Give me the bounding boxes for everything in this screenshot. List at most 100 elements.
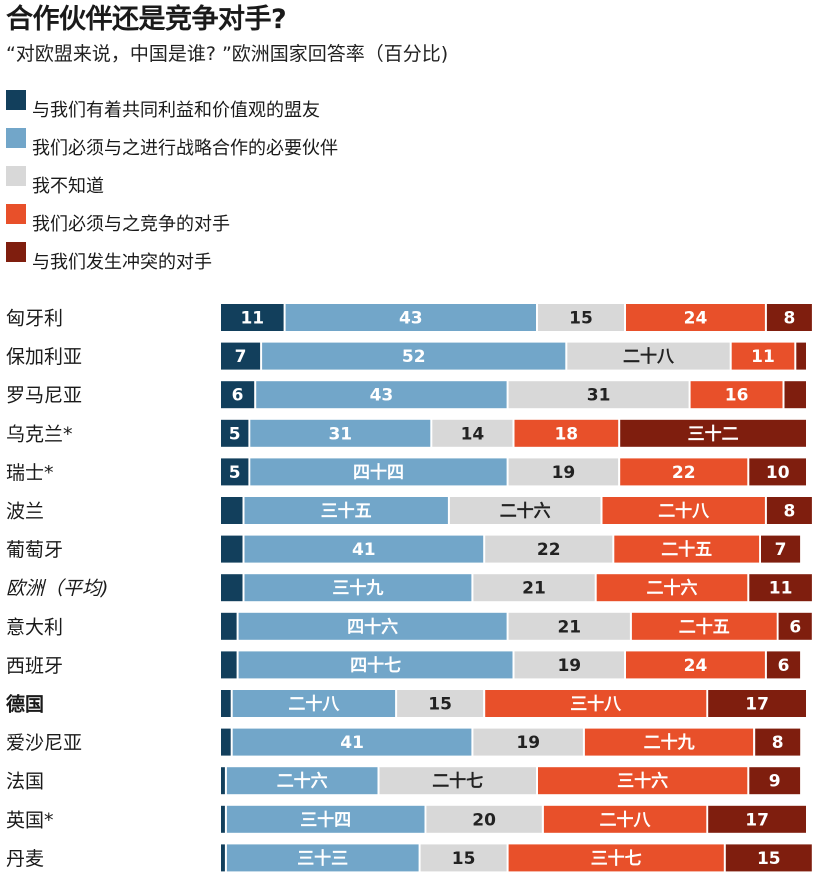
data-label: 四十七 xyxy=(350,655,401,676)
bar-segment-competitor xyxy=(631,612,777,640)
bar-row: 乌克兰* 5 31 14 18 三十二 xyxy=(6,419,806,447)
bar-segment-dont-know xyxy=(514,651,624,679)
bar-segment-partner xyxy=(226,767,378,795)
bar-segment-competitor xyxy=(731,342,795,370)
data-label: 8 xyxy=(772,733,784,753)
bar-row: 欧洲（平均) 三十九 21 二十六 11 xyxy=(6,574,812,602)
bar-row: 保加利亚 7 52 二十八 11 xyxy=(6,342,806,370)
bar-segment-competitor xyxy=(596,574,748,602)
category-label: 波兰 xyxy=(6,501,44,523)
bar-segment-adversary xyxy=(725,844,812,872)
bar-row: 罗马尼亚 6 43 31 16 xyxy=(6,381,806,409)
bar-segment-adversary xyxy=(755,728,801,756)
bar-row: 匈牙利 11 43 15 24 8 xyxy=(6,304,812,331)
data-label: 三十四 xyxy=(300,809,351,830)
data-label: 6 xyxy=(232,386,244,406)
data-label: 19 xyxy=(557,656,581,676)
data-label: 21 xyxy=(557,617,581,637)
bar-segment-partner xyxy=(250,458,507,486)
data-label: 19 xyxy=(552,463,576,483)
bar-segment-partner xyxy=(256,381,507,409)
category-label: 匈牙利 xyxy=(6,308,63,330)
data-label: 7 xyxy=(235,347,247,367)
bar-segment-adversary xyxy=(708,690,806,717)
bar-row: 丹麦 三十三 15 三十七 15 xyxy=(6,844,812,872)
data-label: 20 xyxy=(472,810,496,830)
data-label: 14 xyxy=(461,424,485,444)
category-label: 葡萄牙 xyxy=(6,539,63,561)
category-label: 保加利亚 xyxy=(6,346,82,368)
category-label: 意大利 xyxy=(6,616,63,638)
bar-segment-competitor xyxy=(614,535,760,563)
legend-item-adversary: 与我们发生冲突的对手 xyxy=(6,242,338,273)
legend-swatch-partner xyxy=(6,128,26,148)
data-label: 7 xyxy=(775,540,787,560)
category-label: 爱沙尼亚 xyxy=(6,732,82,754)
bar-segment-partner xyxy=(244,574,472,602)
data-label: 6 xyxy=(789,617,801,637)
data-label: 三十九 xyxy=(332,578,383,599)
bar-segment-adversary xyxy=(784,381,806,409)
data-label: 二十八 xyxy=(288,694,340,715)
data-label: 5 xyxy=(229,424,241,444)
legend-swatch-competitor xyxy=(6,204,26,224)
bar-segment-ally xyxy=(221,767,225,795)
bar-segment-ally xyxy=(221,304,284,331)
data-label: 31 xyxy=(587,386,611,406)
bar-segment-dont-know xyxy=(567,342,730,370)
bar-segment-ally xyxy=(221,497,243,524)
bar-segment-partner xyxy=(238,612,507,640)
bar-segment-competitor xyxy=(690,381,783,409)
data-label: 三十三 xyxy=(297,848,348,869)
bar-segment-competitor xyxy=(602,497,765,524)
category-label: 英国* xyxy=(6,809,54,831)
bar-segment-ally xyxy=(221,805,225,833)
bar-segment-competitor xyxy=(485,690,707,717)
data-label: 二十六 xyxy=(647,578,698,599)
legend-swatch-adversary xyxy=(6,242,26,262)
category-label: 瑞士* xyxy=(6,462,54,484)
data-label: 21 xyxy=(522,579,546,599)
category-label: 丹麦 xyxy=(6,848,44,870)
bar-row: 波兰 三十五 二十六 二十八 8 xyxy=(6,497,812,524)
bar-segment-ally xyxy=(221,612,237,640)
data-label: 二十七 xyxy=(432,771,483,792)
data-label: 四十四 xyxy=(353,462,404,483)
data-label: 二十五 xyxy=(661,539,712,560)
bar-segment-competitor xyxy=(538,767,748,795)
bar-segment-competitor xyxy=(584,728,754,756)
bar-segment-dont-know xyxy=(449,497,601,524)
bar-segment-competitor xyxy=(626,304,765,331)
bar-segment-ally xyxy=(221,458,249,486)
data-label: 15 xyxy=(428,695,452,715)
data-label: 18 xyxy=(554,424,578,444)
bar-segment-ally xyxy=(221,535,243,563)
bar-segment-partner xyxy=(232,728,472,756)
bar-row: 瑞士* 5 四十四 19 22 10 xyxy=(6,458,806,486)
bar-segment-ally xyxy=(221,651,237,679)
bar-segment-ally xyxy=(221,690,231,717)
category-label: 法国 xyxy=(6,771,44,793)
category-label: 西班牙 xyxy=(6,655,63,677)
data-label: 19 xyxy=(516,733,540,753)
bar-segment-ally xyxy=(221,342,261,370)
bar-segment-adversary xyxy=(766,304,812,331)
bar-segment-ally xyxy=(221,574,243,602)
data-label: 22 xyxy=(672,463,696,483)
data-label: 43 xyxy=(399,309,423,329)
data-label: 11 xyxy=(751,347,775,367)
legend-swatch-ally xyxy=(6,90,26,110)
data-label: 52 xyxy=(402,347,426,367)
data-label: 5 xyxy=(229,463,241,483)
bar-row: 爱沙尼亚 41 19 二十九 8 xyxy=(6,728,801,756)
bar-segment-partner xyxy=(226,805,425,833)
data-label: 24 xyxy=(684,309,708,329)
category-label: 欧洲（平均) xyxy=(6,578,108,600)
bar-segment-dont-know xyxy=(473,574,595,602)
bar-segment-partner xyxy=(250,419,431,447)
bar-segment-ally xyxy=(221,419,249,447)
data-label: 三十五 xyxy=(321,501,372,522)
legend-label-ally: 与我们有着共同利益和价值观的盟友 xyxy=(32,100,320,121)
data-label: 31 xyxy=(328,424,352,444)
data-label: 15 xyxy=(569,309,593,329)
